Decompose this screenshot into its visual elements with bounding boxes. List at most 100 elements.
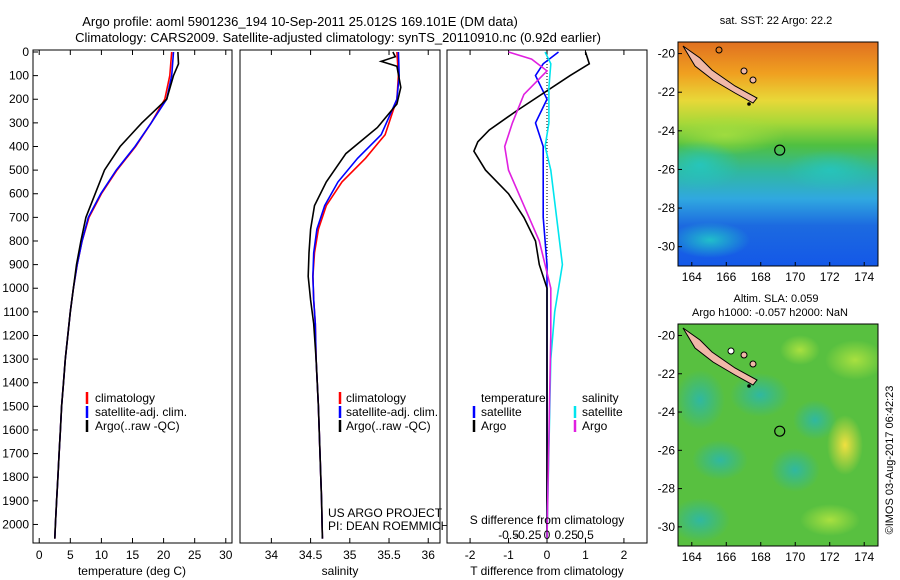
island-marker — [715, 46, 723, 54]
argo-float-marker — [774, 425, 786, 437]
series-line — [54, 51, 180, 539]
lat-tick-label: -22 — [658, 367, 676, 381]
island-marker — [749, 360, 757, 368]
sst-map-frame — [677, 41, 879, 267]
pi-label: PI: DEAN ROEMMICH — [328, 519, 449, 533]
x-tick-label: -2 — [465, 548, 476, 562]
y-tick-label: 500 — [9, 163, 29, 177]
y-tick-label: 600 — [9, 187, 29, 201]
y-tick-label: 400 — [9, 139, 29, 153]
lon-tick-label: 168 — [751, 550, 771, 564]
lat-tick-label: -28 — [658, 201, 676, 215]
sla-low-patch — [730, 373, 790, 417]
new-caledonia-island — [682, 327, 758, 386]
x-tick-label: 10 — [95, 548, 109, 562]
lon-tick-label: 170 — [785, 550, 805, 564]
lon-tick-label: 164 — [682, 550, 702, 564]
depth-axis-ticks: 0 100 200 300 400 500 600 700 800 900 1000 1100 1200… — [2, 45, 38, 531]
temperature-xlabel: temperature (deg C) — [78, 564, 186, 578]
y-tick-label: 200 — [9, 92, 29, 106]
lon-tick-label: 174 — [854, 270, 874, 284]
sst-map-field — [678, 42, 878, 266]
lat-tick-label: -26 — [658, 162, 676, 176]
lat-tick-label: -30 — [658, 520, 676, 534]
y-tick-label: 1300 — [2, 352, 29, 366]
y-tick-label: 0 — [22, 45, 29, 59]
y-tick-label: 1100 — [3, 305, 29, 319]
lat-tick-label: -26 — [658, 443, 676, 457]
series-line — [473, 51, 591, 539]
sla-high-patch — [825, 340, 878, 380]
temperature-profile-lines — [54, 51, 180, 539]
legend-header-temperature: temperature — [481, 391, 546, 405]
salinity-axis-ticks: 34 34.5 35 35.5 36 — [265, 50, 436, 562]
x-tick-label: 0 — [544, 548, 551, 562]
sst-map-title: sat. SST: 22 Argo: 22.2 — [720, 15, 833, 27]
island-dot — [747, 384, 751, 388]
lat-tick-label: -22 — [658, 85, 676, 99]
s-tick-label: 0 — [544, 528, 551, 542]
legend-label-s-satellite: satellite — [582, 405, 623, 419]
imos-timestamp: ©IMOS 03-Aug-2017 06:42:23 — [884, 386, 896, 535]
s-tick-label: 0.5 — [577, 528, 594, 542]
x-tick-label: 20 — [157, 548, 171, 562]
island-marker — [740, 67, 748, 75]
salinity-plot-frame — [239, 49, 441, 544]
x-tick-label: 25 — [188, 548, 202, 562]
legend-label-satellite: satellite-adj. clim. — [346, 405, 438, 419]
x-tick-label: 36 — [422, 548, 436, 562]
legend-label-climatology: climatology — [95, 391, 155, 405]
x-tick-label: 5 — [67, 548, 74, 562]
temperature-legend: climatology satellite-adj. clim. Argo(..… — [85, 391, 187, 433]
island-marker — [740, 351, 748, 359]
sla-low-patch — [678, 498, 730, 542]
lat-tick-label: -20 — [658, 328, 676, 342]
sla-high-patch — [800, 504, 860, 536]
project-label: US ARGO PROJECT — [328, 506, 443, 520]
island-marker — [749, 76, 757, 84]
sst-cool-patch — [678, 140, 740, 190]
series-line — [307, 51, 402, 539]
title-line-1: Argo profile: aoml 5901236_194 10-Sep-20… — [82, 14, 518, 29]
x-tick-label: 35.5 — [377, 548, 401, 562]
y-tick-label: 1600 — [2, 423, 29, 437]
series-line — [503, 51, 552, 539]
x-tick-label: 34 — [265, 548, 279, 562]
island-marker — [727, 347, 735, 355]
x-tick-label: 34.5 — [299, 548, 323, 562]
argo-float-marker — [774, 144, 786, 156]
s-difference-label: S difference from climatology — [470, 513, 625, 527]
s-tick-label: -0.5 — [498, 528, 519, 542]
y-tick-label: 300 — [9, 116, 29, 130]
lon-tick-label: 172 — [820, 550, 840, 564]
temperature-panel: 0100200300400500600700800900100011001200… — [2, 45, 232, 578]
lon-tick-label: 170 — [785, 270, 805, 284]
difference-profile-lines — [473, 51, 591, 539]
sla-map-ticks: 164 166 168 170 172 174 -20 -22 -24 -26 -28 -30 — [658, 328, 875, 564]
difference-panel: -2 -1 0 1 2 temperature satellite Argo salin… — [446, 49, 648, 578]
sla-low-patch — [770, 448, 820, 492]
difference-legend: temperature satellite Argo salinity sate… — [472, 391, 623, 433]
y-tick-label: 1400 — [2, 376, 29, 390]
x-tick-label: 1 — [582, 548, 589, 562]
lon-tick-label: 166 — [716, 550, 736, 564]
lat-tick-label: -28 — [658, 482, 676, 496]
legend-label-satellite: satellite-adj. clim. — [95, 405, 187, 419]
lon-tick-label: 168 — [751, 270, 771, 284]
lat-tick-label: -30 — [658, 240, 676, 254]
sst-cool-patch-3 — [678, 222, 750, 258]
y-tick-label: 1900 — [2, 494, 29, 508]
t-difference-label: T difference from climatology — [470, 564, 624, 578]
y-tick-label: 1200 — [2, 328, 29, 342]
x-tick-label: 2 — [621, 548, 628, 562]
title-line-2: Climatology: CARS2009. Satellite-adjuste… — [75, 30, 601, 45]
y-tick-label: 1000 — [2, 281, 29, 295]
x-tick-label: 30 — [219, 548, 233, 562]
sst-cool-patch-2 — [785, 150, 875, 190]
s-tick-label: 0.25 — [555, 528, 579, 542]
y-tick-label: 700 — [9, 210, 29, 224]
legend-label-argo: Argo(..raw -QC) — [95, 419, 180, 433]
sla-map-title: Altim. SLA: 0.059 — [734, 293, 819, 305]
lon-tick-label: 166 — [716, 270, 736, 284]
